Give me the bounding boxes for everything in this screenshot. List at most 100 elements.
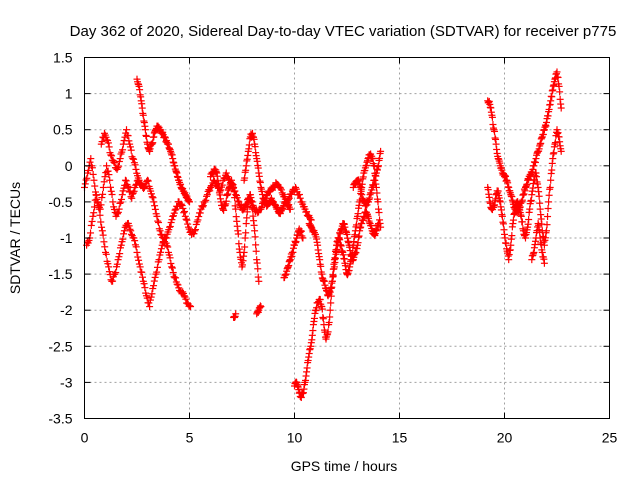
data-point xyxy=(255,277,263,285)
data-point xyxy=(87,155,95,163)
data-point xyxy=(81,180,89,188)
data-point xyxy=(125,137,133,145)
data-point xyxy=(540,259,548,267)
data-point xyxy=(101,243,109,251)
tick-labels: 0 5 10 15 20 25 -3.5 -3 -2.5 -2 -1.5 -1 -0.5 0 0.5 1 1.5 xyxy=(48,50,617,446)
data-point xyxy=(161,234,169,242)
data-point xyxy=(203,191,211,199)
y-tick-label: -2.5 xyxy=(48,338,72,354)
data-point xyxy=(121,176,129,184)
data-point xyxy=(249,205,256,213)
data-point xyxy=(99,190,107,198)
data-point xyxy=(234,197,242,205)
data-point xyxy=(296,194,304,202)
data-point xyxy=(98,227,106,235)
data-point xyxy=(230,187,238,195)
data-point xyxy=(98,223,106,231)
data-point xyxy=(178,202,186,210)
data-point xyxy=(183,216,191,224)
y-tick-label: -1.5 xyxy=(48,266,72,282)
data-point xyxy=(206,187,214,195)
data-point xyxy=(110,158,118,166)
data-point xyxy=(113,165,121,173)
data-point xyxy=(168,264,176,272)
data-point xyxy=(109,198,117,206)
data-point xyxy=(104,167,112,175)
data-point xyxy=(234,230,242,238)
data-point xyxy=(149,194,157,202)
data-point xyxy=(155,219,163,227)
data-point xyxy=(277,186,285,194)
data-point xyxy=(326,313,334,321)
data-point xyxy=(116,199,124,207)
data-point xyxy=(352,221,360,229)
data-point xyxy=(114,164,122,172)
data-point xyxy=(100,129,108,137)
chart-title: Day 362 of 2020, Sidereal Day-to-day VTE… xyxy=(70,23,617,40)
data-point xyxy=(172,274,180,282)
data-point xyxy=(303,208,311,216)
data-point xyxy=(199,202,207,210)
data-point xyxy=(118,195,126,203)
data-point xyxy=(115,162,123,170)
data-point xyxy=(108,191,116,199)
data-point xyxy=(135,176,143,184)
data-point xyxy=(326,306,334,314)
data-point xyxy=(127,230,135,238)
data-point xyxy=(329,272,337,280)
data-point xyxy=(203,192,211,200)
data-point xyxy=(124,182,132,190)
data-point xyxy=(96,211,104,219)
data-point xyxy=(166,223,174,231)
y-tick-label: -1 xyxy=(60,230,73,246)
data-point xyxy=(544,213,552,221)
data-point xyxy=(147,190,155,198)
data-point xyxy=(161,238,169,246)
data-point xyxy=(171,206,179,214)
data-point xyxy=(140,183,148,191)
data-point xyxy=(550,149,558,157)
data-point xyxy=(125,222,133,230)
data-point xyxy=(136,263,144,271)
data-point xyxy=(202,196,210,204)
data-point xyxy=(182,295,190,303)
data-point xyxy=(144,177,152,185)
y-tick-label: 0 xyxy=(65,158,73,174)
data-point xyxy=(89,170,97,178)
data-points xyxy=(81,68,565,402)
data-point xyxy=(146,303,154,311)
data-point xyxy=(157,245,165,253)
data-point xyxy=(105,263,113,271)
data-point xyxy=(247,197,255,205)
data-point xyxy=(147,293,155,301)
data-point xyxy=(179,204,187,212)
data-point xyxy=(243,214,251,222)
data-point xyxy=(87,229,95,237)
y-tick-label: -3.5 xyxy=(48,411,72,427)
data-point xyxy=(242,229,250,237)
data-point xyxy=(498,212,506,220)
data-point xyxy=(232,191,240,199)
data-point xyxy=(154,217,162,225)
data-point xyxy=(324,328,332,336)
data-point xyxy=(127,227,135,235)
data-point xyxy=(236,200,244,208)
data-point xyxy=(107,187,115,195)
data-point xyxy=(258,203,266,211)
data-point xyxy=(141,284,149,292)
data-point xyxy=(192,226,200,234)
data-point xyxy=(120,227,128,235)
data-point xyxy=(543,221,551,229)
data-point xyxy=(286,205,294,213)
data-point xyxy=(126,143,134,151)
data-point xyxy=(375,209,383,217)
data-point xyxy=(166,223,174,231)
data-point xyxy=(507,241,515,249)
data-point xyxy=(548,93,556,101)
data-point xyxy=(135,256,143,264)
data-point xyxy=(126,225,134,233)
data-point xyxy=(142,132,150,140)
data-point xyxy=(187,303,195,311)
data-point xyxy=(131,161,139,169)
data-point xyxy=(257,205,265,213)
